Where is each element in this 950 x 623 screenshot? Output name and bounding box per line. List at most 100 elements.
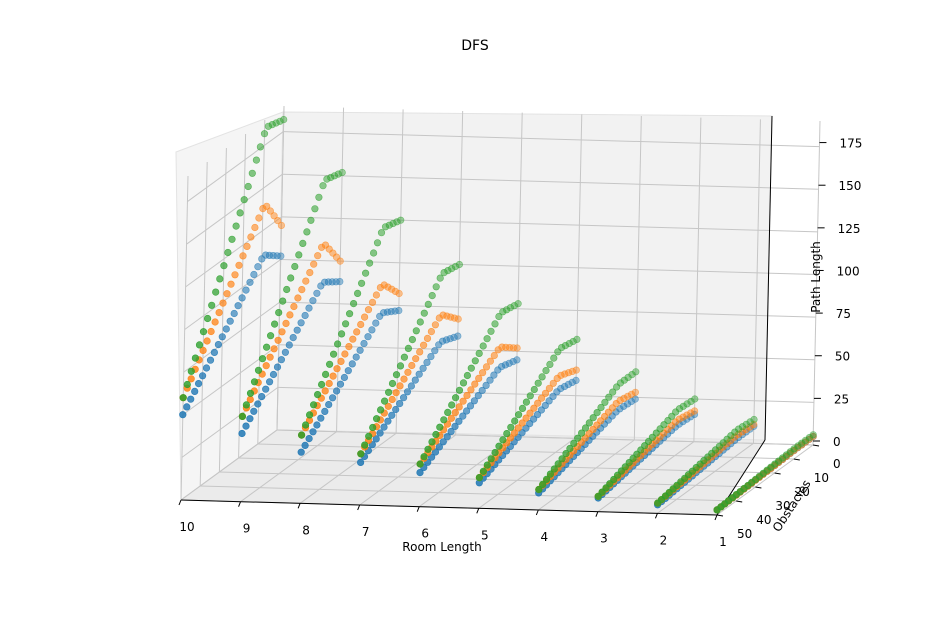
scatter-point-series-2 bbox=[463, 371, 472, 380]
scatter-point-series-2 bbox=[432, 283, 440, 291]
scatter-point-series-2 bbox=[357, 450, 365, 458]
scatter-point-series-2 bbox=[538, 373, 546, 381]
scatter-point-series-2 bbox=[404, 344, 413, 353]
scatter-point-series-1 bbox=[486, 357, 495, 365]
x-tick-label: 7 bbox=[362, 525, 370, 539]
scatter-point-series-2 bbox=[574, 434, 582, 442]
scatter-point-series-0 bbox=[400, 394, 408, 402]
scatter-point-series-0 bbox=[533, 411, 542, 419]
scatter-point-series-2 bbox=[252, 156, 260, 164]
scatter-point-series-1 bbox=[372, 291, 381, 299]
scatter-point-series-1 bbox=[325, 245, 333, 253]
scatter-point-series-1 bbox=[306, 269, 314, 277]
scatter-point-series-1 bbox=[463, 391, 471, 400]
y-tick-label: 0 bbox=[833, 457, 841, 471]
scatter-point-series-0 bbox=[246, 415, 254, 423]
scatter-point-series-1 bbox=[408, 361, 416, 370]
scatter-point-series-1 bbox=[455, 403, 463, 411]
scatter-point-series-1 bbox=[251, 223, 259, 232]
scatter-point-series-2 bbox=[280, 115, 288, 124]
scatter-point-series-1 bbox=[274, 336, 282, 344]
scatter-point-series-2 bbox=[585, 419, 593, 427]
scatter-point-series-0 bbox=[509, 358, 517, 366]
scatter-point-series-2 bbox=[377, 229, 386, 237]
scatter-point-series-0 bbox=[258, 393, 266, 401]
scatter-point-series-2 bbox=[436, 423, 444, 431]
scatter-point-series-2 bbox=[310, 401, 318, 409]
scatter-point-series-2 bbox=[362, 269, 370, 277]
scatter-point-series-1 bbox=[624, 392, 632, 400]
scatter-point-series-1 bbox=[431, 321, 440, 329]
scatter-point-series-2 bbox=[416, 318, 424, 326]
scatter-point-series-2 bbox=[365, 432, 373, 440]
scatter-point-series-0 bbox=[313, 421, 321, 429]
y-tick-label: 40 bbox=[756, 513, 771, 527]
scatter-point-series-0 bbox=[549, 392, 557, 401]
scatter-point-series-0 bbox=[518, 429, 526, 437]
scatter-point-series-2 bbox=[314, 391, 322, 399]
scatter-point-series-1 bbox=[687, 409, 695, 417]
scatter-point-series-0 bbox=[325, 401, 333, 409]
scatter-point-series-0 bbox=[686, 413, 695, 421]
scatter-point-series-2 bbox=[487, 455, 495, 463]
scatter-point-series-2 bbox=[539, 480, 547, 489]
scatter-point-series-1 bbox=[282, 319, 290, 328]
scatter-point-series-1 bbox=[368, 298, 377, 307]
scatter-point-series-2 bbox=[412, 327, 420, 335]
scatter-point-series-2 bbox=[254, 366, 263, 374]
scatter-point-series-2 bbox=[444, 408, 452, 417]
scatter-point-series-0 bbox=[357, 458, 365, 467]
scatter-point-series-0 bbox=[490, 371, 498, 379]
scatter-point-series-0 bbox=[384, 417, 392, 425]
scatter-point-series-1 bbox=[537, 394, 546, 402]
scatter-point-series-0 bbox=[451, 422, 459, 431]
scatter-point-series-2 bbox=[400, 353, 409, 361]
grid-line-z-back bbox=[282, 173, 819, 190]
scatter-point-series-0 bbox=[572, 376, 580, 385]
z-tick-label: 125 bbox=[838, 222, 861, 236]
scatter-point-series-0 bbox=[466, 402, 475, 410]
scatter-point-series-2 bbox=[691, 395, 699, 403]
scatter-point-series-1 bbox=[400, 375, 408, 383]
scatter-point-series-2 bbox=[554, 460, 562, 468]
scatter-point-series-2 bbox=[424, 300, 432, 309]
scatter-point-series-1 bbox=[266, 207, 275, 215]
scatter-point-series-1 bbox=[568, 367, 577, 376]
scatter-point-series-2 bbox=[746, 418, 754, 426]
scatter-point-series-2 bbox=[256, 143, 265, 151]
scatter-point-series-1 bbox=[298, 286, 306, 294]
scatter-point-series-1 bbox=[620, 394, 628, 403]
y-tick-label: 50 bbox=[737, 527, 752, 541]
scatter-point-series-1 bbox=[506, 343, 514, 352]
scatter-point-series-2 bbox=[534, 379, 542, 387]
z-tick-label: 0 bbox=[833, 435, 841, 449]
grid-line-x-floor bbox=[478, 437, 576, 509]
scatter-point-series-2 bbox=[495, 312, 503, 321]
scatter-point-series-1 bbox=[255, 214, 263, 222]
scatter-point-series-1 bbox=[341, 350, 349, 358]
scatter-point-series-0 bbox=[238, 294, 246, 302]
scatter-point-series-0 bbox=[450, 333, 458, 342]
scatter-point-series-2 bbox=[503, 430, 511, 438]
scatter-point-series-0 bbox=[254, 263, 262, 271]
scatter-point-series-2 bbox=[542, 367, 550, 375]
scatter-point-series-1 bbox=[314, 252, 322, 260]
scatter-point-series-1 bbox=[627, 390, 636, 398]
scatter-point-series-2 bbox=[392, 371, 401, 379]
scatter-point-series-0 bbox=[372, 319, 380, 327]
scatter-point-series-0 bbox=[403, 388, 412, 396]
scatter-point-series-0 bbox=[273, 252, 281, 260]
x-tick-label: 9 bbox=[243, 522, 251, 536]
scatter-point-series-2 bbox=[514, 411, 523, 419]
scatter-point-series-0 bbox=[313, 289, 321, 297]
scatter-point-series-1 bbox=[416, 348, 424, 356]
scatter-point-series-0 bbox=[309, 428, 317, 436]
scatter-point-series-2 bbox=[228, 235, 236, 243]
scatter-point-series-0 bbox=[199, 372, 207, 380]
y-tick-mark bbox=[736, 500, 743, 503]
scatter-point-series-1 bbox=[278, 328, 286, 336]
scatter-point-series-1 bbox=[384, 283, 392, 291]
x-tick-label: 5 bbox=[481, 528, 489, 542]
scatter-point-series-1 bbox=[490, 351, 498, 360]
scatter-point-series-2 bbox=[287, 274, 295, 282]
